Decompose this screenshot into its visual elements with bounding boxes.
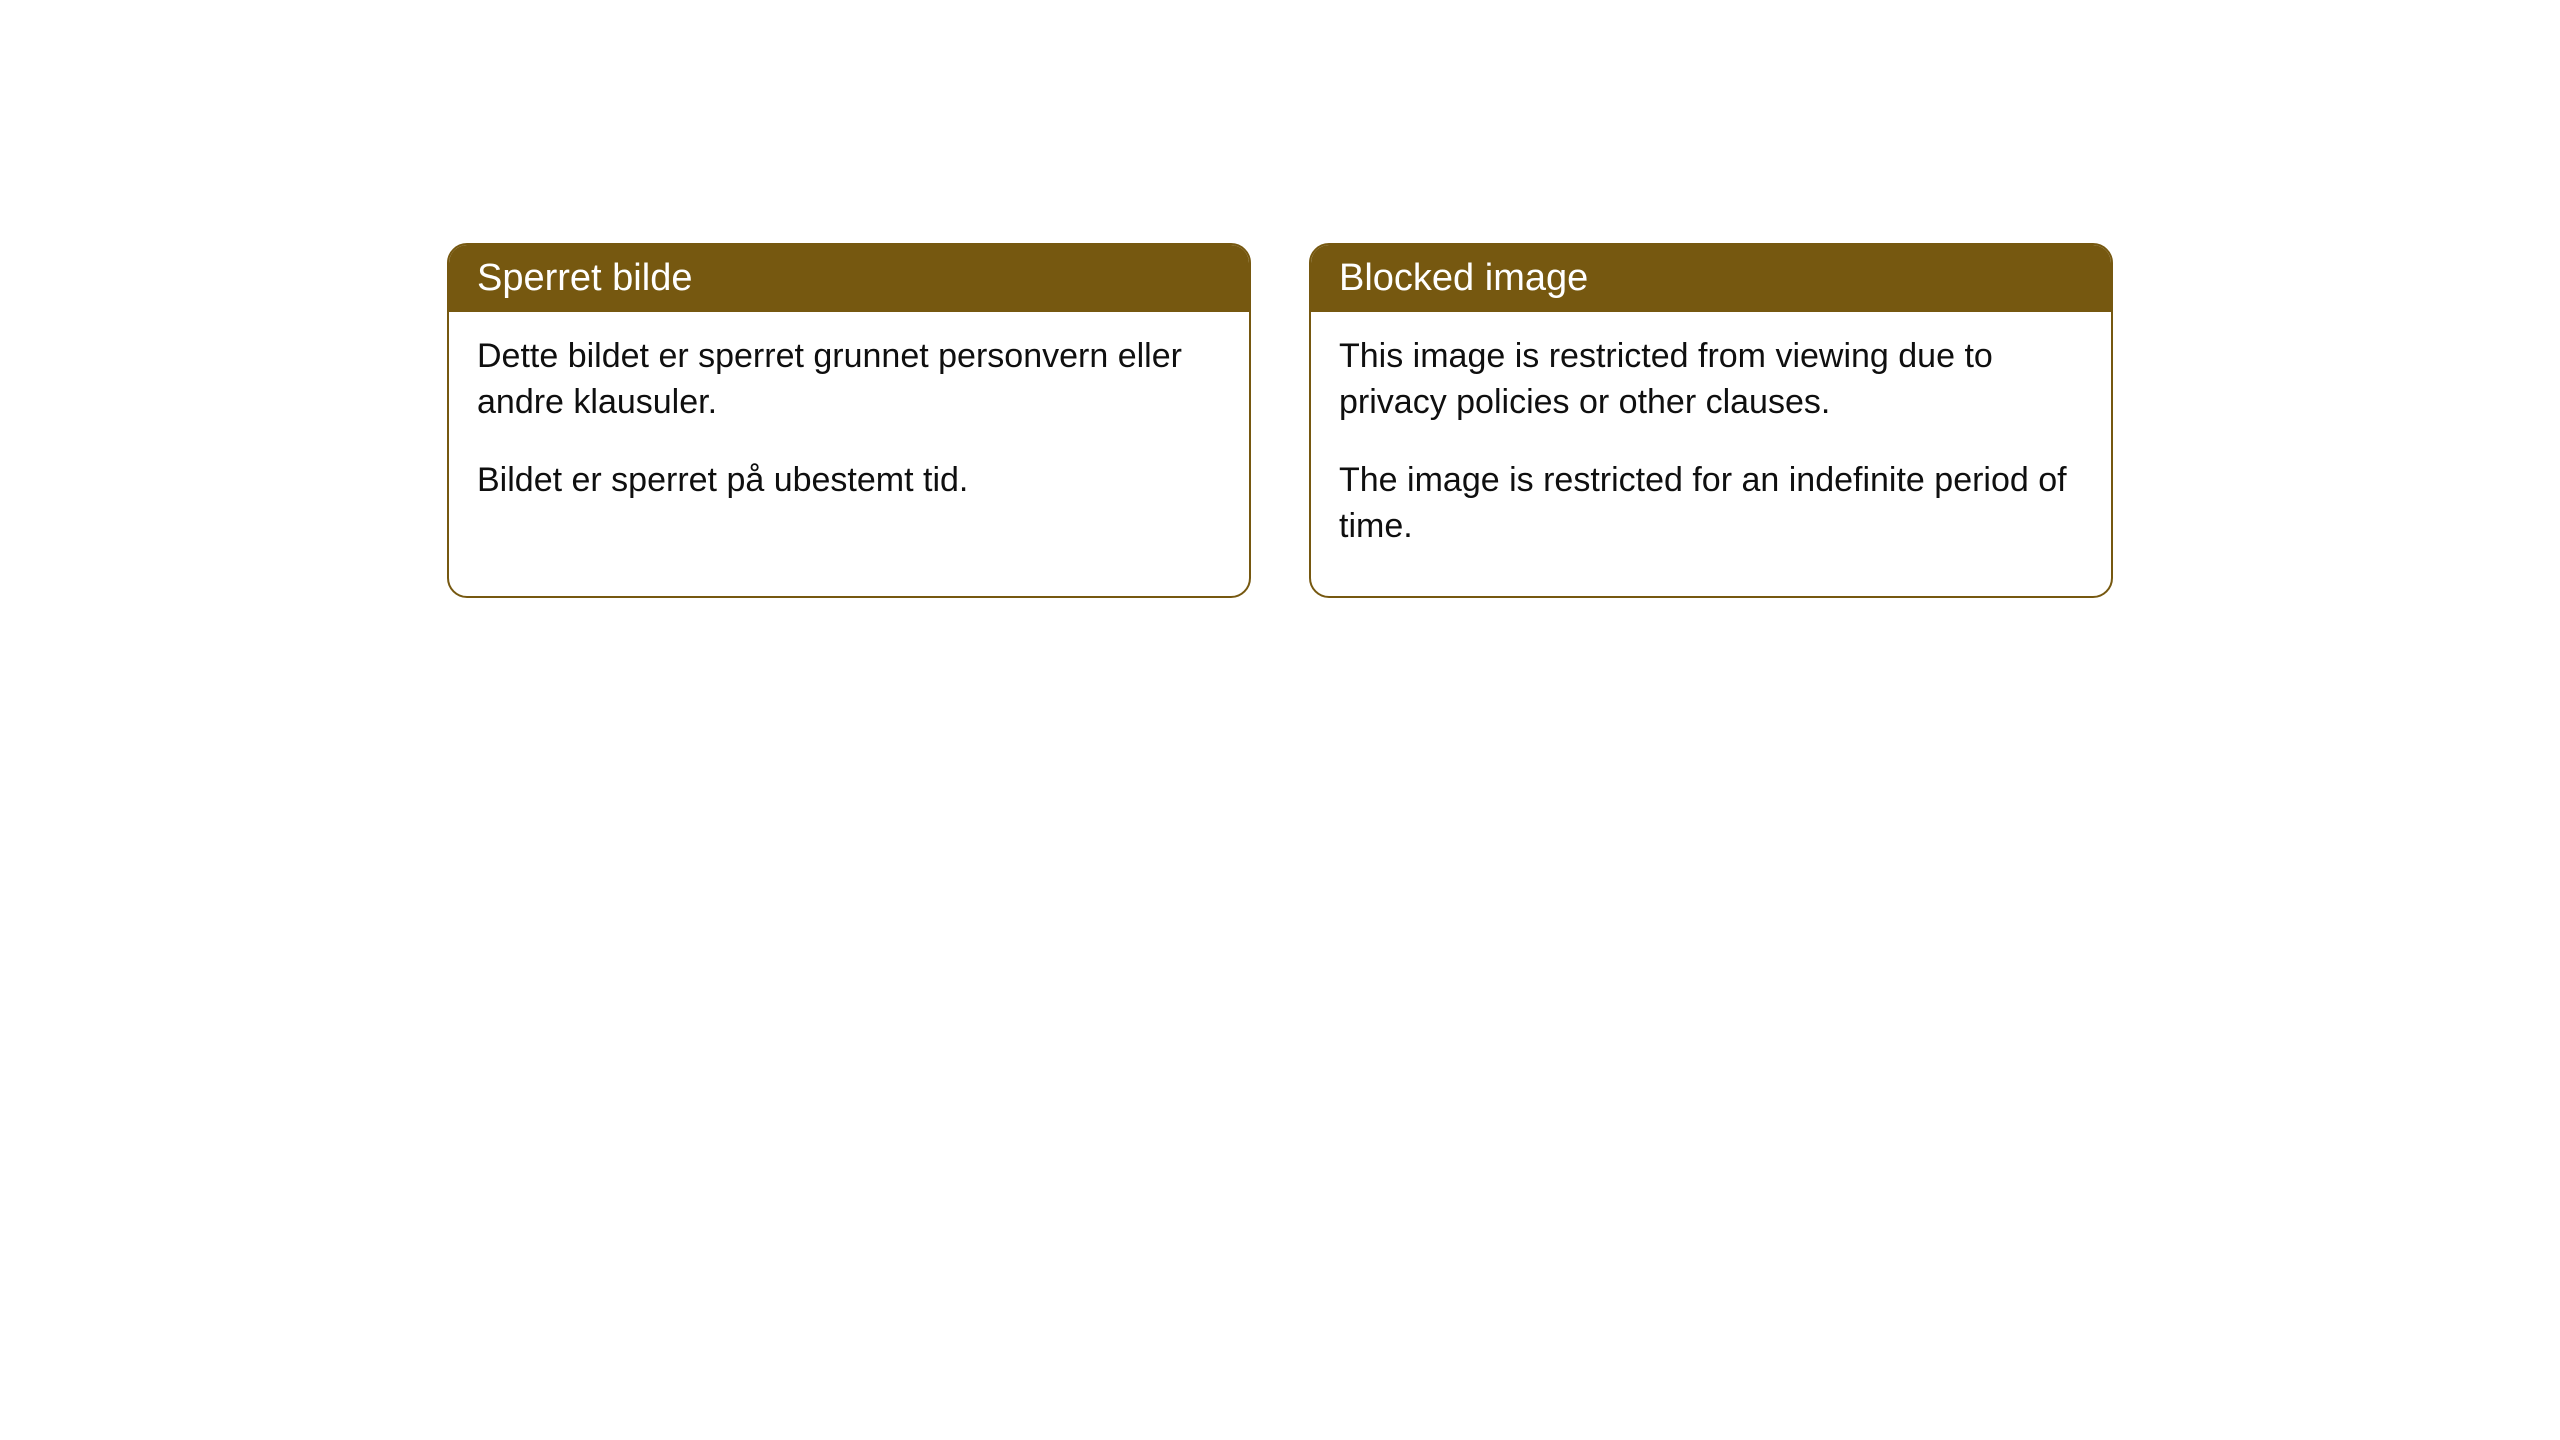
card-paragraph-2: Bildet er sperret på ubestemt tid. [477,458,1221,504]
card-header-norwegian: Sperret bilde [449,245,1249,312]
card-body-norwegian: Dette bildet er sperret grunnet personve… [449,312,1249,550]
card-title: Sperret bilde [477,257,692,299]
blocked-image-card-english: Blocked image This image is restricted f… [1309,243,2113,598]
card-paragraph-1: Dette bildet er sperret grunnet personve… [477,334,1221,426]
card-header-english: Blocked image [1311,245,2111,312]
notice-cards-container: Sperret bilde Dette bildet er sperret gr… [447,243,2113,598]
card-paragraph-2: The image is restricted for an indefinit… [1339,458,2083,550]
card-paragraph-1: This image is restricted from viewing du… [1339,334,2083,426]
card-title: Blocked image [1339,257,1588,299]
card-body-english: This image is restricted from viewing du… [1311,312,2111,596]
blocked-image-card-norwegian: Sperret bilde Dette bildet er sperret gr… [447,243,1251,598]
